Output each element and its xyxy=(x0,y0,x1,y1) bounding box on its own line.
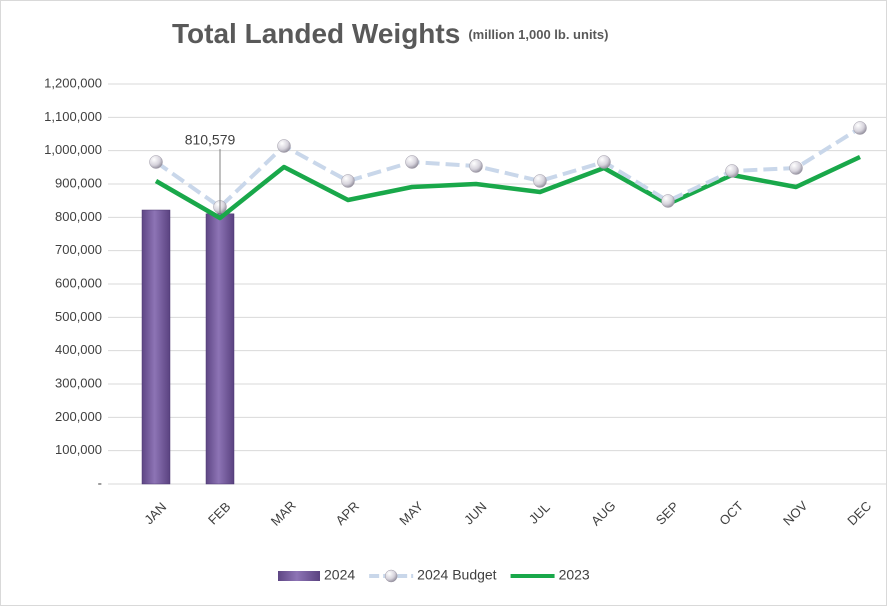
bar xyxy=(205,213,235,485)
marker xyxy=(277,139,291,153)
marker xyxy=(725,164,739,178)
legend-label: 2024 xyxy=(324,567,355,583)
y-tick-label: 100,000 xyxy=(55,442,102,457)
marker xyxy=(789,161,803,175)
bar xyxy=(141,209,171,485)
marker xyxy=(149,155,163,169)
marker xyxy=(405,155,419,169)
y-tick-label: 500,000 xyxy=(55,309,102,324)
marker xyxy=(597,155,611,169)
legend-swatch xyxy=(278,571,320,581)
chart-title: Total Landed Weights (million 1,000 lb. u… xyxy=(172,18,608,49)
marker xyxy=(533,174,547,188)
subtitle: (million 1,000 lb. units) xyxy=(468,27,608,42)
data-label: 810,579 xyxy=(185,132,236,148)
marker xyxy=(661,194,675,208)
legend-label: 2024 Budget xyxy=(417,567,497,583)
y-tick-label: 700,000 xyxy=(55,242,102,257)
y-tick-label: 900,000 xyxy=(55,175,102,190)
line xyxy=(154,126,862,209)
y-tick-label: - xyxy=(98,475,102,490)
y-tick-label: 1,200,000 xyxy=(44,75,102,90)
y-tick-label: 600,000 xyxy=(55,275,102,290)
y-tick-label: 800,000 xyxy=(55,209,102,224)
marker xyxy=(853,121,867,135)
legend-marker xyxy=(384,569,398,583)
y-tick-label: 400,000 xyxy=(55,342,102,357)
y-tick-label: 1,000,000 xyxy=(44,142,102,157)
title: Total Landed Weights xyxy=(172,18,460,49)
marker xyxy=(469,159,483,173)
y-tick-label: 300,000 xyxy=(55,375,102,390)
line xyxy=(154,154,861,221)
legend-label: 2023 xyxy=(559,567,590,583)
y-tick-label: 200,000 xyxy=(55,409,102,424)
marker xyxy=(341,174,355,188)
y-tick-label: 1,100,000 xyxy=(44,109,102,124)
